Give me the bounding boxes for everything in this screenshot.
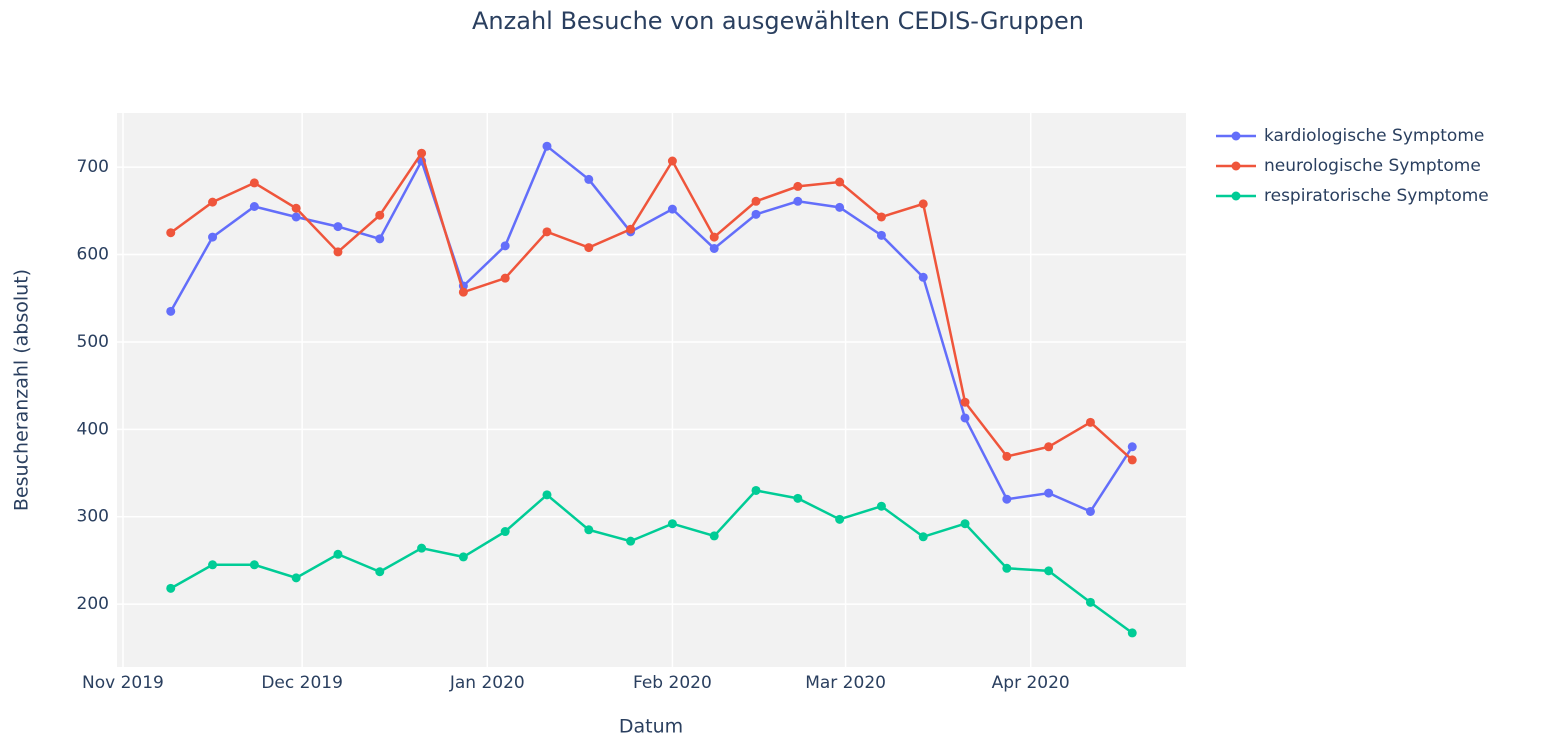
x-tick-label: Dec 2019 <box>261 673 343 693</box>
data-point <box>584 525 594 535</box>
data-point <box>500 527 510 537</box>
legend-label: neurologische Symptome <box>1264 156 1481 176</box>
data-point <box>208 560 218 570</box>
data-point <box>291 203 301 213</box>
data-point <box>1127 628 1137 638</box>
legend-marker <box>1231 131 1241 141</box>
data-point <box>417 148 427 158</box>
y-tick-label: 500 <box>77 332 109 352</box>
x-tick-label: Nov 2019 <box>82 673 164 693</box>
data-point <box>835 177 845 187</box>
data-point <box>375 234 385 244</box>
legend-marker <box>1231 161 1241 171</box>
data-point <box>584 243 594 253</box>
series-line <box>170 150 1134 461</box>
data-point <box>709 232 719 242</box>
data-point <box>333 222 343 232</box>
data-point <box>208 232 218 242</box>
data-point <box>500 273 510 283</box>
data-point <box>249 560 259 570</box>
data-point <box>542 490 552 500</box>
data-point <box>584 174 594 184</box>
data-point <box>835 514 845 524</box>
series-line <box>169 144 1134 514</box>
legend-item: neurologische Symptome <box>1216 156 1481 176</box>
data-point <box>417 543 427 553</box>
data-point <box>1002 563 1012 573</box>
data-point <box>1127 455 1137 465</box>
x-tick-label: Apr 2020 <box>992 673 1070 693</box>
data-point <box>249 201 259 211</box>
legend-label: respiratorische Symptome <box>1264 186 1489 206</box>
data-point <box>542 141 552 151</box>
data-point <box>918 272 928 282</box>
data-point <box>960 519 970 529</box>
data-point <box>375 567 385 577</box>
data-point <box>793 181 803 191</box>
data-point <box>835 202 845 212</box>
data-point <box>626 224 636 234</box>
y-tick-label: 700 <box>77 157 109 177</box>
x-tick-label: Feb 2020 <box>633 673 712 693</box>
data-point <box>626 536 636 546</box>
x-axis-title: Datum <box>619 716 683 738</box>
data-point <box>166 306 176 316</box>
data-point <box>876 230 886 240</box>
legend-label: kardiologische Symptome <box>1264 126 1484 146</box>
data-point <box>751 485 761 495</box>
y-tick-label: 400 <box>77 419 109 439</box>
data-point <box>667 156 677 166</box>
data-point <box>542 227 552 237</box>
data-point <box>793 493 803 503</box>
data-point <box>918 199 928 209</box>
data-point <box>1002 451 1012 461</box>
data-point <box>751 209 761 219</box>
legend-item: kardiologische Symptome <box>1216 126 1484 146</box>
data-point <box>876 501 886 511</box>
y-tick-label: 200 <box>77 594 109 614</box>
data-point <box>1044 442 1054 452</box>
data-point <box>1044 566 1054 576</box>
data-point <box>1002 494 1012 504</box>
series-line <box>170 489 1133 634</box>
data-point <box>1085 417 1095 427</box>
data-point <box>876 212 886 222</box>
data-point <box>1085 597 1095 607</box>
data-point <box>166 583 176 593</box>
data-point <box>500 241 510 251</box>
data-point <box>1085 506 1095 516</box>
data-point <box>458 552 468 562</box>
data-point <box>1127 442 1137 452</box>
data-point <box>918 532 928 542</box>
data-point <box>709 243 719 253</box>
data-point <box>709 531 719 541</box>
data-point <box>667 204 677 214</box>
y-tick-label: 600 <box>77 245 109 265</box>
data-point <box>333 247 343 257</box>
data-point <box>166 228 176 238</box>
data-point <box>960 413 970 423</box>
data-point <box>375 210 385 220</box>
data-point <box>333 549 343 559</box>
legend-marker <box>1231 191 1241 201</box>
data-point <box>960 397 970 407</box>
x-tick-label: Mar 2020 <box>805 673 886 693</box>
data-point <box>667 519 677 529</box>
data-point <box>291 573 301 583</box>
y-axis-title: Besucheranzahl (absolut) <box>11 269 33 511</box>
legend-item: respiratorische Symptome <box>1216 186 1489 206</box>
data-point <box>793 196 803 206</box>
x-tick-label: Jan 2020 <box>449 673 525 693</box>
data-point <box>458 287 468 297</box>
data-point <box>249 178 259 188</box>
y-tick-label: 300 <box>77 507 109 527</box>
data-point <box>291 212 301 222</box>
data-point <box>751 196 761 206</box>
chart-title: Anzahl Besuche von ausgewählten CEDIS-Gr… <box>472 7 1084 35</box>
data-point <box>208 197 218 207</box>
data-point <box>1044 488 1054 498</box>
